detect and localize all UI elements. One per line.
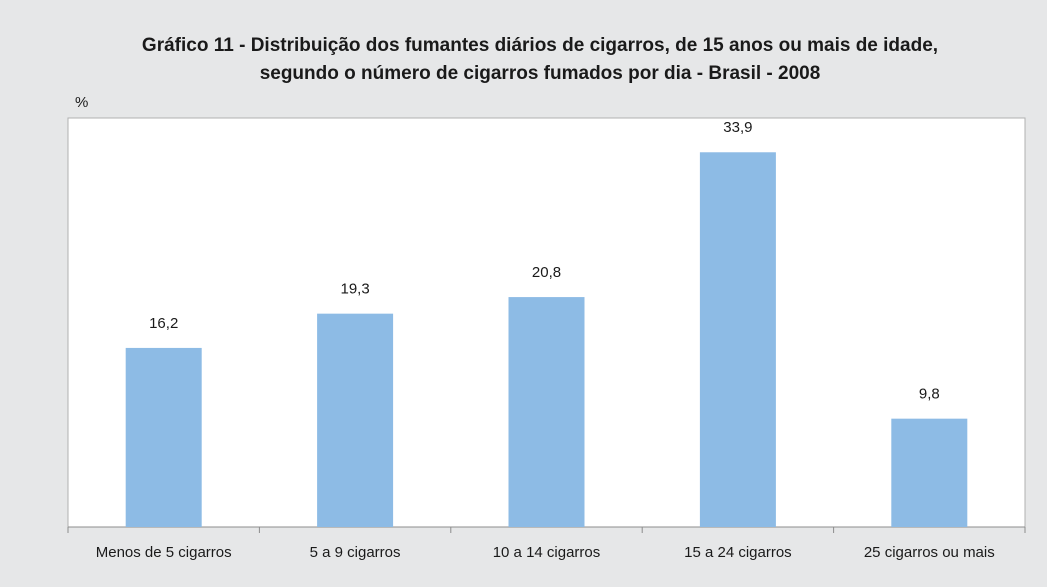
x-tick-label: Menos de 5 cigarros: [96, 544, 232, 561]
x-tick-label: 10 a 14 cigarros: [493, 544, 601, 561]
x-tick-label: 5 a 9 cigarros: [310, 544, 401, 561]
bar: [508, 297, 585, 527]
data-label: 9,8: [919, 386, 940, 403]
chart-title: segundo o número de cigarros fumados por…: [260, 63, 821, 84]
bar: [125, 347, 202, 527]
data-label: 16,2: [149, 315, 178, 332]
x-tick-label: 15 a 24 cigarros: [684, 544, 792, 561]
chart-title: Gráfico 11 - Distribuição dos fumantes d…: [142, 35, 938, 56]
bar: [891, 418, 968, 527]
bar: [699, 152, 776, 527]
bar: [317, 313, 394, 527]
y-axis-label: %: [75, 94, 88, 111]
data-label: 33,9: [723, 119, 752, 136]
data-label: 20,8: [532, 264, 561, 281]
x-tick-label: 25 cigarros ou mais: [864, 544, 995, 561]
data-label: 19,3: [340, 281, 369, 298]
